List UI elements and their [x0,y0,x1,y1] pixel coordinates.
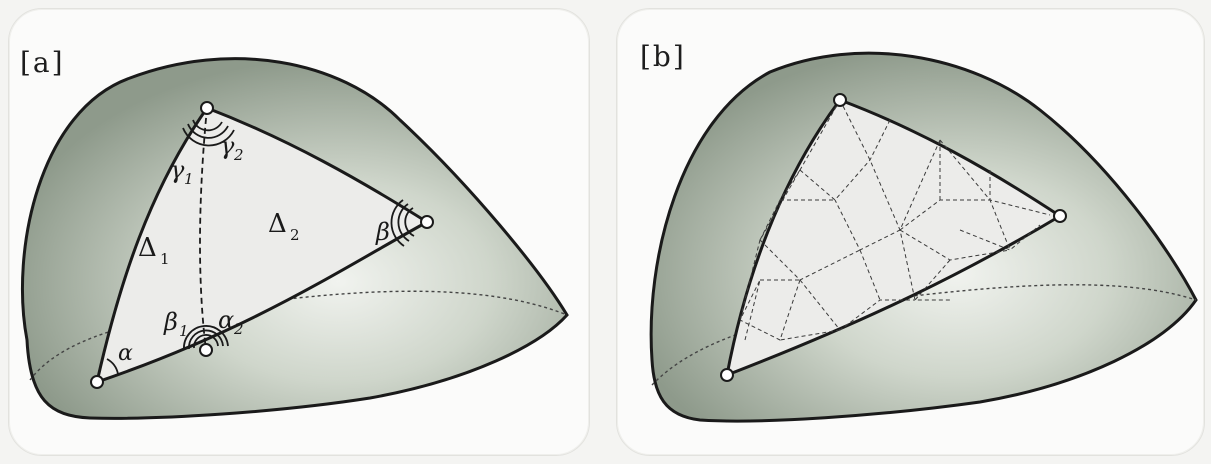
label-delta1-sub: 1 [160,250,170,268]
panel-a-label: [a] [20,46,65,79]
triangle-b [725,98,1063,378]
label-beta: β [375,218,390,246]
label-delta2: Δ [268,209,287,239]
beta-arcs [390,199,415,247]
bottom-arcs [183,325,229,351]
label-gamma2: γ [220,132,235,160]
alpha-arc [106,358,119,375]
triangle-a [94,106,430,385]
vertex-right-a [420,215,434,229]
vertex-right-b [1053,209,1067,223]
label-beta1: β [163,308,178,336]
vertex-left-a [90,375,104,389]
label-alpha: α [118,341,133,366]
triangulation-mesh [739,99,1051,341]
vertex-top-b [833,93,847,107]
split-line [199,107,208,351]
label-gamma1: γ [170,156,185,184]
label-alpha2-sub: 2 [233,320,244,338]
label-alpha2: α [218,306,234,334]
gamma-arcs [182,119,235,147]
vertex-bottom-a [199,343,213,357]
label-delta1: Δ [138,233,157,263]
vertex-left-b [720,368,734,382]
vertex-top-a [200,101,214,115]
label-delta2-sub: 2 [290,226,300,244]
label-gamma1-sub: 1 [184,170,194,188]
panel-b-label: [b] [640,40,686,73]
label-gamma2-sub: 2 [233,146,244,164]
label-beta1-sub: 1 [179,322,189,340]
